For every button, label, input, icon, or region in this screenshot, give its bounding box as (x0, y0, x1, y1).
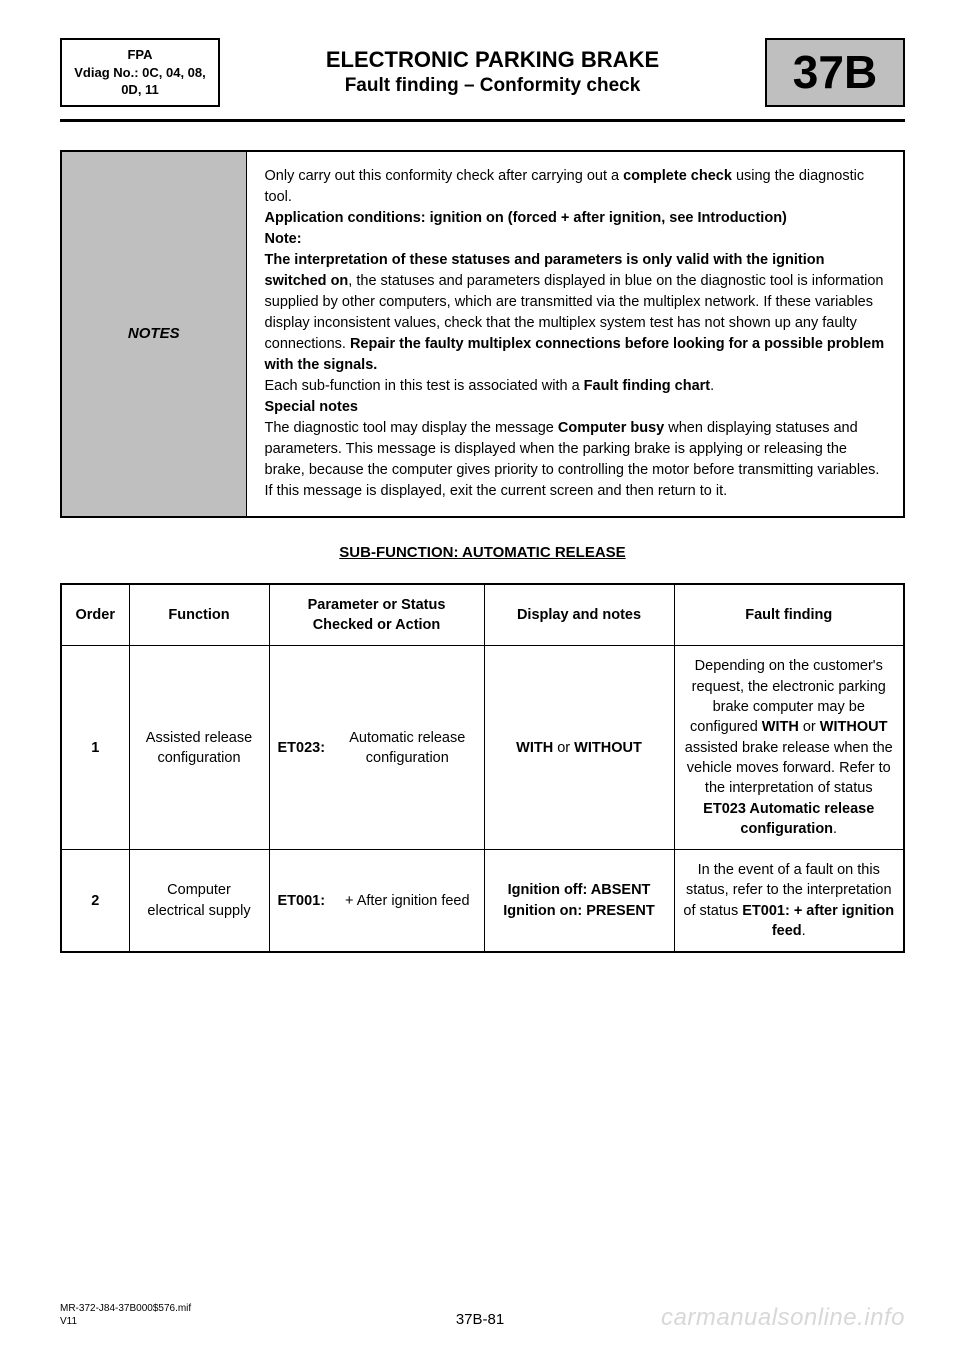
cell-order: 2 (61, 850, 129, 953)
fault-text: WITH (762, 719, 799, 735)
fpa-line1: FPA (70, 46, 210, 64)
th-order: Order (61, 584, 129, 646)
display-text: Ignition on: PRESENT (503, 903, 654, 919)
param-desc: + After ignition feed (339, 891, 475, 911)
cell-param: ET023: Automatic release configuration (269, 646, 484, 850)
cell-order: 1 (61, 646, 129, 850)
cell-param: ET001: + After ignition feed (269, 850, 484, 953)
notes-text: The diagnostic tool may display the mess… (265, 420, 558, 436)
cell-display: Ignition off: ABSENT Ignition on: PRESEN… (484, 850, 674, 953)
notes-text: Note: (265, 231, 302, 247)
page: FPA Vdiag No.: 0C, 04, 08, 0D, 11 ELECTR… (0, 0, 960, 1358)
fault-text: WITHOUT (820, 719, 888, 735)
subfunction-heading: SUB-FUNCTION: AUTOMATIC RELEASE (60, 544, 905, 561)
notes-text: . (710, 378, 714, 394)
display-text: WITHOUT (574, 740, 642, 756)
param-code: ET001: (278, 891, 326, 911)
cell-display: WITH or WITHOUT (484, 646, 674, 850)
th-param: Parameter or Status Checked or Action (269, 584, 484, 646)
notes-text: complete check (623, 168, 732, 184)
notes-label: NOTES (61, 151, 246, 517)
fpa-line2: Vdiag No.: 0C, 04, 08, (70, 64, 210, 82)
fault-text: or (799, 719, 820, 735)
fault-text: ET001: + after ignition feed (742, 903, 894, 939)
th-display: Display and notes (484, 584, 674, 646)
display-text: WITH (516, 740, 553, 756)
notes-text: Computer busy (558, 420, 664, 436)
notes-text: Application conditions: ignition on (for… (265, 210, 787, 226)
notes-text: Special notes (265, 399, 358, 415)
fpa-box: FPA Vdiag No.: 0C, 04, 08, 0D, 11 (60, 38, 220, 107)
notes-table: NOTES Only carry out this conformity che… (60, 150, 905, 518)
param-desc: Automatic release configuration (339, 728, 475, 769)
fault-text: assisted brake release when the vehicle … (685, 740, 893, 797)
section-code-box: 37B (765, 38, 905, 107)
notes-body: Only carry out this conformity check aft… (246, 151, 904, 517)
table-row: 2 Computer electrical supply ET001: + Af… (61, 850, 904, 953)
param-code: ET023: (278, 738, 326, 758)
fault-text: . (802, 923, 806, 939)
table-row: 1 Assisted release configuration ET023: … (61, 646, 904, 850)
table-header-row: Order Function Parameter or Status Check… (61, 584, 904, 646)
header-divider (60, 119, 905, 122)
section-code: 37B (793, 45, 877, 99)
watermark: carmanualsonline.info (661, 1304, 905, 1332)
notes-text: Each sub-function in this test is associ… (265, 378, 584, 394)
cell-fault: In the event of a fault on this status, … (674, 850, 904, 953)
cell-function: Computer electrical supply (129, 850, 269, 953)
page-header: FPA Vdiag No.: 0C, 04, 08, 0D, 11 ELECTR… (60, 38, 905, 107)
page-title: ELECTRONIC PARKING BRAKE (235, 47, 750, 73)
title-block: ELECTRONIC PARKING BRAKE Fault finding –… (235, 38, 750, 107)
cell-fault: Depending on the customer's request, the… (674, 646, 904, 850)
fault-text: . (833, 821, 837, 837)
display-text: Ignition off: ABSENT (508, 882, 651, 898)
page-subtitle: Fault finding – Conformity check (235, 75, 750, 97)
th-fault: Fault finding (674, 584, 904, 646)
fault-text: ET023 Automatic release configuration (703, 801, 874, 837)
display-text: or (553, 740, 574, 756)
notes-text: Fault finding chart (584, 378, 710, 394)
conformity-table: Order Function Parameter or Status Check… (60, 583, 905, 953)
cell-function: Assisted release configuration (129, 646, 269, 850)
fpa-line3: 0D, 11 (70, 81, 210, 99)
notes-text: Only carry out this conformity check aft… (265, 168, 624, 184)
th-function: Function (129, 584, 269, 646)
notes-text: Repair the faulty multiplex connections … (265, 336, 885, 373)
